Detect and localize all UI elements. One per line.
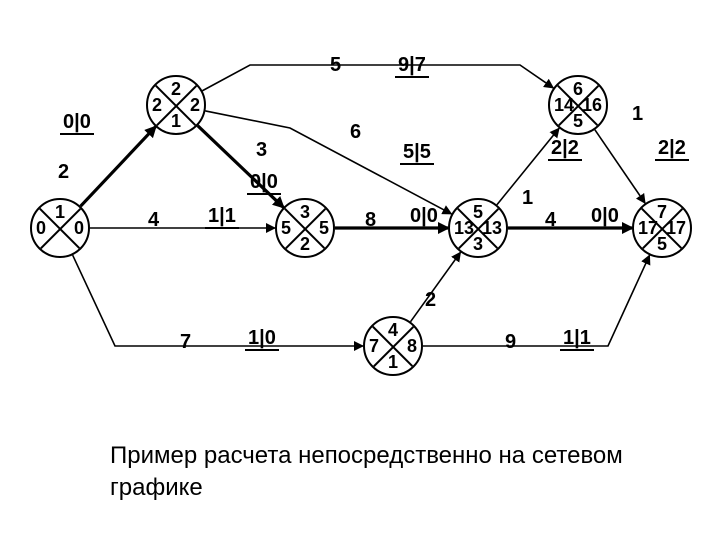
edge-n2-n6 <box>202 65 553 91</box>
edge-reserve-n2-n5: 5|5 <box>400 142 434 165</box>
edge-n4-n5 <box>411 252 461 321</box>
edge-dur-n5-n7: 4 <box>545 210 556 230</box>
node-4: 4178 <box>363 316 423 376</box>
node-3: 3255 <box>275 198 335 258</box>
node-7-right: 17 <box>666 219 686 237</box>
node-3-right: 5 <box>319 219 329 237</box>
node-6-left: 14 <box>554 96 574 114</box>
edge-dur-n1-n2: 2 <box>58 162 69 182</box>
node-2: 2122 <box>146 75 206 135</box>
edge-n2-n3 <box>198 126 284 208</box>
edge-reserve-n5-n6: 2|2 <box>548 138 582 161</box>
edge-dur-n2-n3: 3 <box>256 140 267 160</box>
node-3-left: 5 <box>281 219 291 237</box>
node-6: 651416 <box>548 75 608 135</box>
edge-dur-n5-n6: 1 <box>522 188 533 208</box>
edge-dur-n6-n7: 1 <box>632 104 643 124</box>
edge-dur-n2-n6: 5 <box>330 55 341 75</box>
node-1: 100 <box>30 198 90 258</box>
edge-dur-n1-n3: 4 <box>148 210 159 230</box>
node-2-right: 2 <box>190 96 200 114</box>
edge-dur-n2-n5: 6 <box>350 122 361 142</box>
edge-reserve-n1-n3: 1|1 <box>205 206 239 229</box>
node-2-left: 2 <box>152 96 162 114</box>
edge-reserve-n3-n5: 0|0 <box>407 206 441 229</box>
node-6-right: 16 <box>582 96 602 114</box>
node-1-right: 0 <box>74 219 84 237</box>
edge-reserve-n1-n4: 1|0 <box>245 328 279 351</box>
node-5: 531313 <box>448 198 508 258</box>
node-5-left: 13 <box>454 219 474 237</box>
edge-reserve-n6-n7: 2|2 <box>655 138 689 161</box>
node-5-right: 13 <box>482 219 502 237</box>
caption: Пример расчета непосредственно на сетево… <box>110 440 650 505</box>
edge-reserve-n2-n3: 0|0 <box>247 172 281 195</box>
edge-n4-n7 <box>423 255 650 346</box>
node-4-right: 8 <box>407 337 417 355</box>
edge-n6-n7 <box>595 130 645 203</box>
edge-dur-n4-n5: 2 <box>425 290 436 310</box>
edge-reserve-n2-n6: 9|7 <box>395 55 429 78</box>
edge-dur-n4-n7: 9 <box>505 332 516 352</box>
node-7: 751717 <box>632 198 692 258</box>
edge-reserve-n1-n2: 0|0 <box>60 112 94 135</box>
edge-dur-n3-n5: 8 <box>365 210 376 230</box>
edge-n1-n2 <box>81 127 156 206</box>
node-7-left: 17 <box>638 219 658 237</box>
edge-dur-n1-n4: 7 <box>180 332 191 352</box>
node-4-left: 7 <box>369 337 379 355</box>
node-1-left: 0 <box>36 219 46 237</box>
edge-reserve-n5-n7: 0|0 <box>588 206 622 229</box>
edge-reserve-n4-n7: 1|1 <box>560 328 594 351</box>
edge-n1-n4 <box>73 255 363 346</box>
